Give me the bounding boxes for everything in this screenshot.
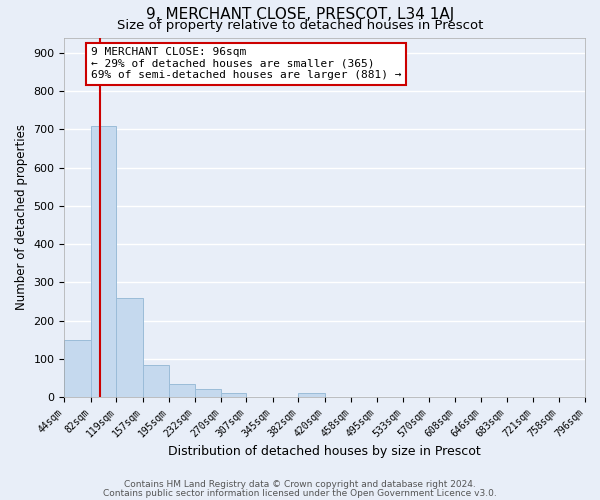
Bar	[143, 364, 169, 397]
Text: 9, MERCHANT CLOSE, PRESCOT, L34 1AJ: 9, MERCHANT CLOSE, PRESCOT, L34 1AJ	[146, 8, 454, 22]
Bar	[91, 126, 116, 397]
Bar	[298, 394, 325, 397]
Text: Contains public sector information licensed under the Open Government Licence v3: Contains public sector information licen…	[103, 488, 497, 498]
Bar	[116, 298, 143, 397]
Text: Contains HM Land Registry data © Crown copyright and database right 2024.: Contains HM Land Registry data © Crown c…	[124, 480, 476, 489]
Y-axis label: Number of detached properties: Number of detached properties	[15, 124, 28, 310]
Text: 9 MERCHANT CLOSE: 96sqm
← 29% of detached houses are smaller (365)
69% of semi-d: 9 MERCHANT CLOSE: 96sqm ← 29% of detache…	[91, 47, 401, 80]
Bar	[169, 384, 194, 397]
Bar	[194, 389, 221, 397]
Bar	[64, 340, 91, 397]
Bar	[221, 394, 247, 397]
Text: Size of property relative to detached houses in Prescot: Size of property relative to detached ho…	[117, 18, 483, 32]
X-axis label: Distribution of detached houses by size in Prescot: Distribution of detached houses by size …	[169, 444, 481, 458]
